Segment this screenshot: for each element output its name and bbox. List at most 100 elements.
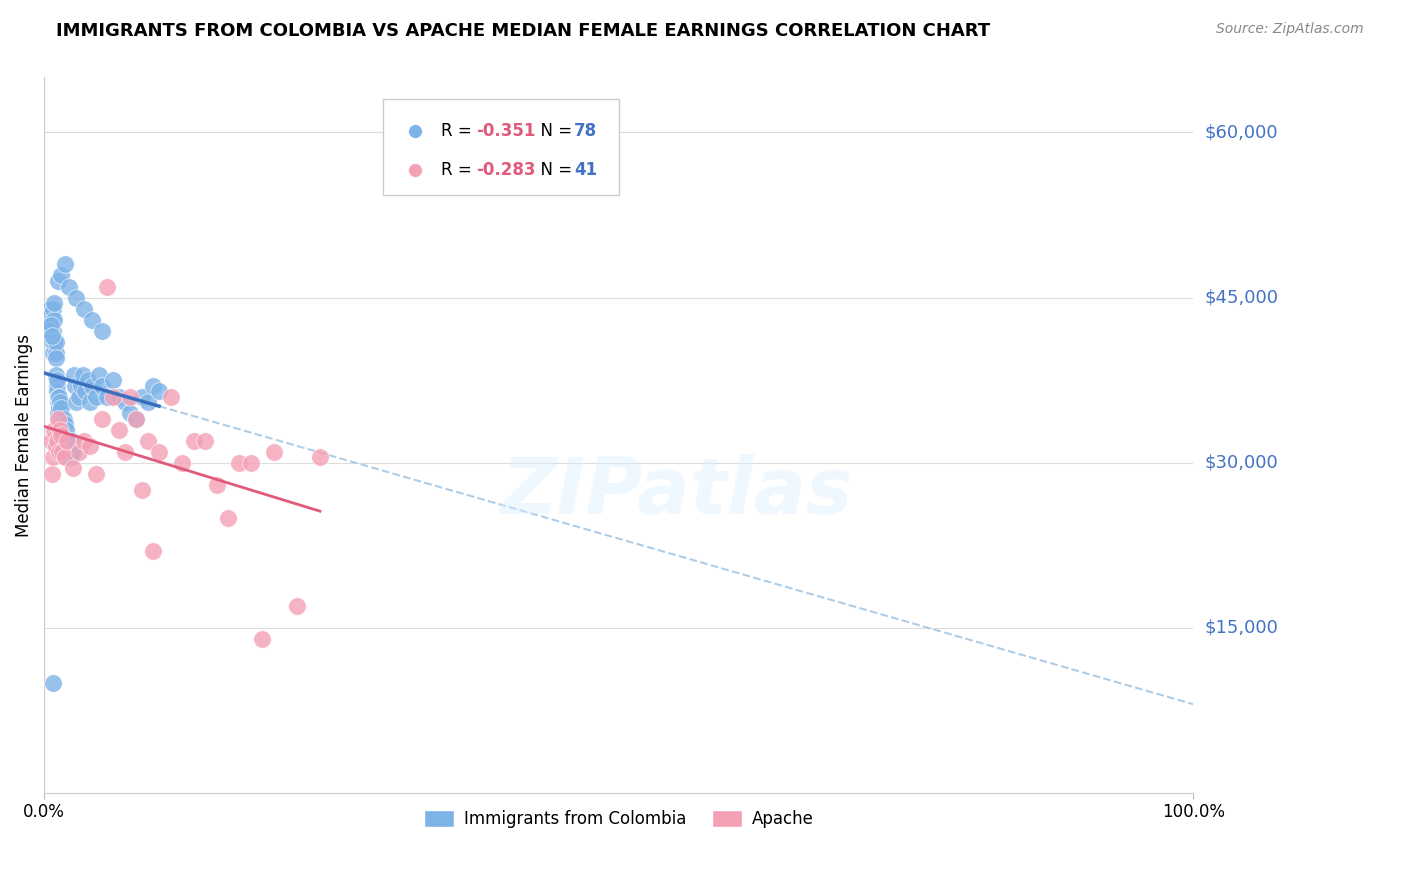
Point <box>52 411 75 425</box>
Point <box>41 467 63 481</box>
Point <box>38 312 60 326</box>
Point <box>263 444 285 458</box>
Point <box>114 444 136 458</box>
Point <box>76 373 98 387</box>
Point <box>53 450 76 464</box>
Point <box>79 439 101 453</box>
Point <box>45 384 67 398</box>
Point <box>170 456 193 470</box>
Point <box>96 390 118 404</box>
Point <box>53 417 76 431</box>
Point <box>101 373 124 387</box>
Point <box>51 444 73 458</box>
Point <box>42 324 65 338</box>
Point <box>41 334 63 349</box>
Point <box>53 258 76 272</box>
Point <box>309 450 332 464</box>
Point <box>73 434 96 448</box>
Point <box>90 324 112 338</box>
Text: N =: N = <box>530 161 578 179</box>
Point <box>49 423 72 437</box>
Point <box>49 411 72 425</box>
Point <box>37 786 59 800</box>
Point <box>38 301 60 316</box>
Point <box>48 390 70 404</box>
Point <box>114 395 136 409</box>
Point <box>217 510 239 524</box>
Text: $30,000: $30,000 <box>1205 453 1278 472</box>
Point <box>45 345 67 359</box>
Point <box>131 390 153 404</box>
Point <box>252 632 274 646</box>
Point <box>45 378 67 392</box>
Point <box>51 411 73 425</box>
Point <box>46 406 69 420</box>
Point <box>58 434 80 448</box>
Text: IMMIGRANTS FROM COLOMBIA VS APACHE MEDIAN FEMALE EARNINGS CORRELATION CHART: IMMIGRANTS FROM COLOMBIA VS APACHE MEDIA… <box>56 22 990 40</box>
Point <box>45 351 67 365</box>
Point <box>51 401 73 415</box>
Point <box>39 307 62 321</box>
Text: $45,000: $45,000 <box>1205 288 1278 307</box>
Point <box>108 423 131 437</box>
Point <box>51 268 73 283</box>
Point <box>58 279 80 293</box>
Point <box>45 439 67 453</box>
Text: Source: ZipAtlas.com: Source: ZipAtlas.com <box>1216 22 1364 37</box>
Point <box>125 411 148 425</box>
Point <box>39 324 62 338</box>
Point <box>159 390 181 404</box>
Point <box>45 334 67 349</box>
Point <box>205 477 228 491</box>
Point <box>42 675 65 690</box>
Point <box>62 461 84 475</box>
Point <box>84 467 107 481</box>
Point <box>108 390 131 404</box>
Point <box>59 450 82 464</box>
Point <box>228 456 250 470</box>
Point <box>56 434 79 448</box>
Point <box>45 373 67 387</box>
Point <box>120 406 142 420</box>
Point <box>82 312 104 326</box>
Point <box>89 368 111 382</box>
Point <box>148 384 170 398</box>
Text: R =: R = <box>440 161 477 179</box>
Point <box>41 312 63 326</box>
Point <box>39 434 62 448</box>
Point <box>38 324 60 338</box>
Point <box>51 428 73 442</box>
Text: R =: R = <box>440 121 477 140</box>
Point <box>72 368 94 382</box>
Point <box>67 390 90 404</box>
Point <box>44 312 66 326</box>
Point <box>48 444 70 458</box>
Point <box>56 439 79 453</box>
Point <box>46 395 69 409</box>
Point <box>46 274 69 288</box>
Point <box>52 434 75 448</box>
Text: ZIPatlas: ZIPatlas <box>501 454 852 530</box>
Point <box>49 417 72 431</box>
Point <box>136 395 159 409</box>
Point <box>101 390 124 404</box>
Text: $15,000: $15,000 <box>1205 619 1278 637</box>
Point <box>55 423 77 437</box>
Point <box>42 301 65 316</box>
Point <box>65 395 87 409</box>
Point <box>39 318 62 332</box>
Point <box>62 444 84 458</box>
Text: -0.283: -0.283 <box>477 161 536 179</box>
Point <box>82 378 104 392</box>
Y-axis label: Median Female Earnings: Median Female Earnings <box>15 334 32 537</box>
Point <box>46 390 69 404</box>
Point <box>131 483 153 497</box>
Point <box>194 434 217 448</box>
Text: -0.351: -0.351 <box>477 121 536 140</box>
Point <box>48 401 70 415</box>
Point <box>53 439 76 453</box>
Point <box>63 378 86 392</box>
Point <box>136 434 159 448</box>
Point <box>45 368 67 382</box>
Point <box>58 444 80 458</box>
